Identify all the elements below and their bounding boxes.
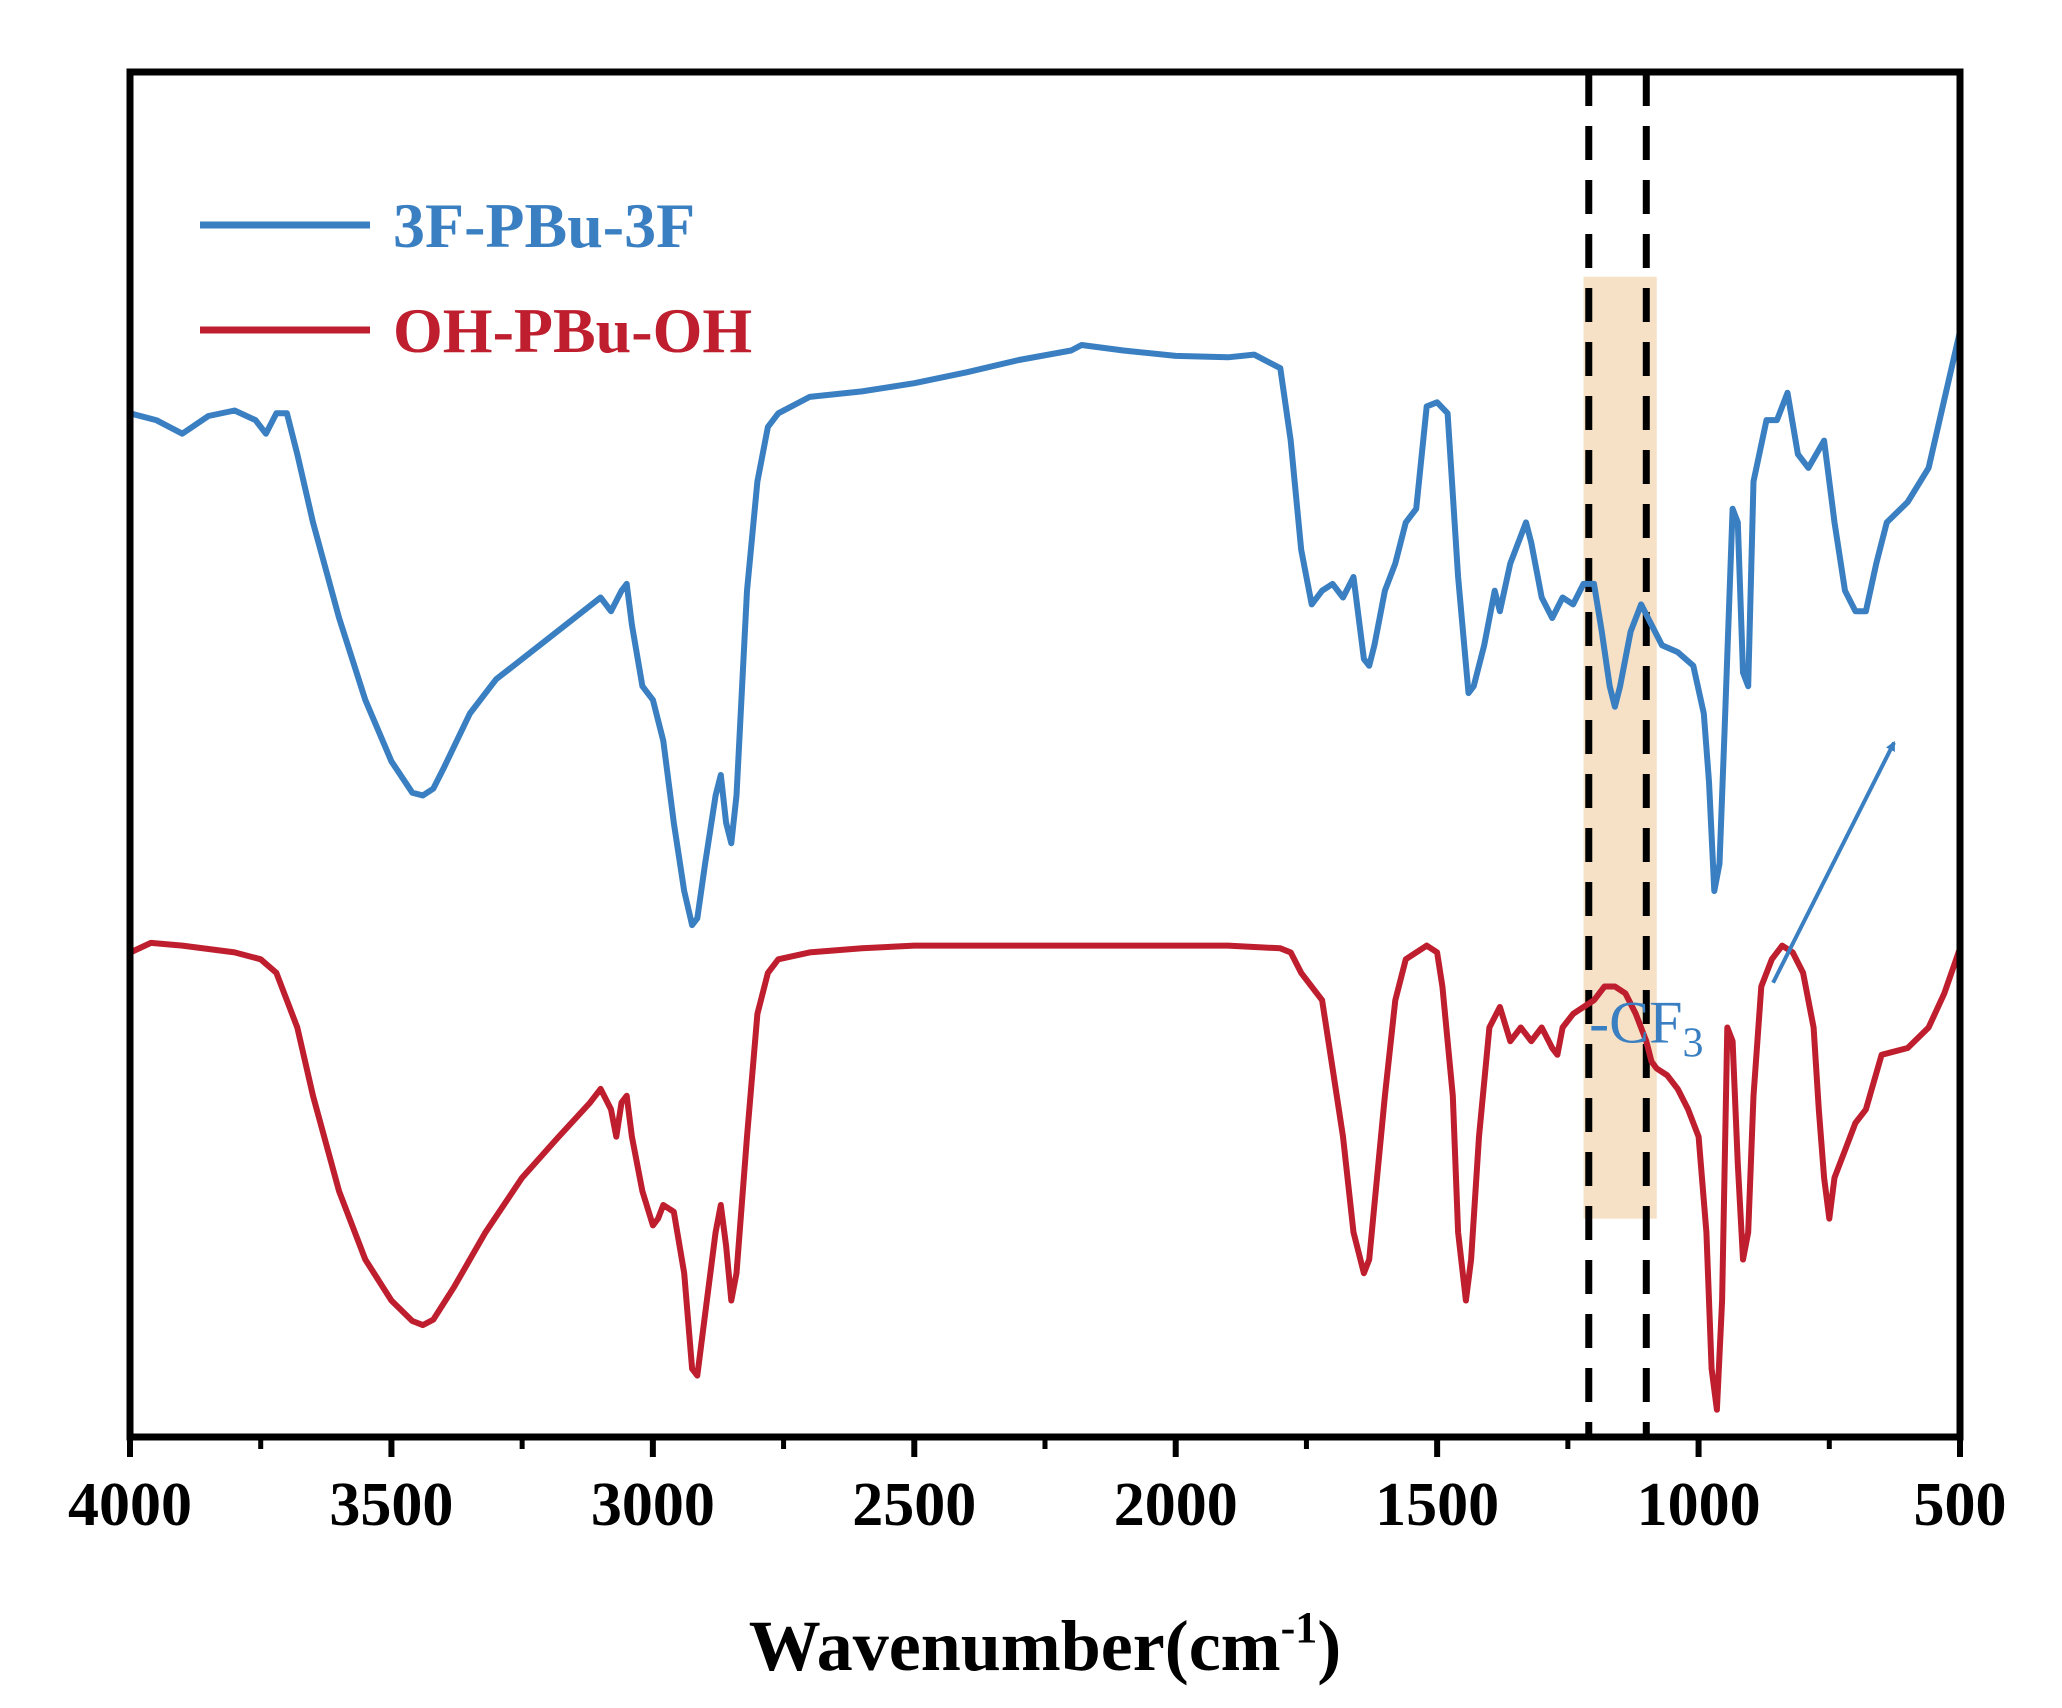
legend-label-oh-pbu-oh: OH-PBu-OH	[393, 295, 752, 366]
dashed-line-group	[1585, 72, 1650, 1437]
annotation-label-cf3: -CF3	[1589, 989, 1703, 1066]
x-tick-label-1500: 1500	[1375, 1471, 1499, 1539]
plot-frame	[126, 68, 1964, 1441]
x-tick-label-1000: 1000	[1637, 1471, 1761, 1539]
x-tick-label-500: 500	[1914, 1471, 2007, 1539]
series-line-oh-pbu-oh	[127, 939, 1963, 1440]
legend-label-3f-pbu-3f: 3F-PBu-3F	[393, 190, 695, 261]
x-axis-title-main: Wavenumber(cm	[749, 1606, 1281, 1686]
x-tick-label-3000: 3000	[591, 1471, 715, 1539]
annotation-label-sub: 3	[1683, 1020, 1704, 1066]
x-tick-label-3500: 3500	[329, 1471, 453, 1539]
legend: 3F-PBu-3F OH-PBu-OH	[200, 190, 752, 366]
x-tick-label-2000: 2000	[1114, 1471, 1238, 1539]
annotation-label-main: -CF	[1589, 989, 1682, 1055]
x-tick-label-2500: 2500	[852, 1471, 976, 1539]
x-axis-title: Wavenumber(cm-1)	[749, 1603, 1342, 1686]
series-line-3f-pbu-3f	[127, 328, 1963, 929]
x-tick-label-4000: 4000	[68, 1471, 192, 1539]
x-axis-title-close: )	[1317, 1606, 1341, 1686]
x-axis: 4000 3500 3000 2500 2000 1500 1000 500	[68, 1437, 2007, 1539]
annotation-arrow	[1771, 740, 1896, 984]
x-axis-title-sup: -1	[1281, 1603, 1318, 1652]
